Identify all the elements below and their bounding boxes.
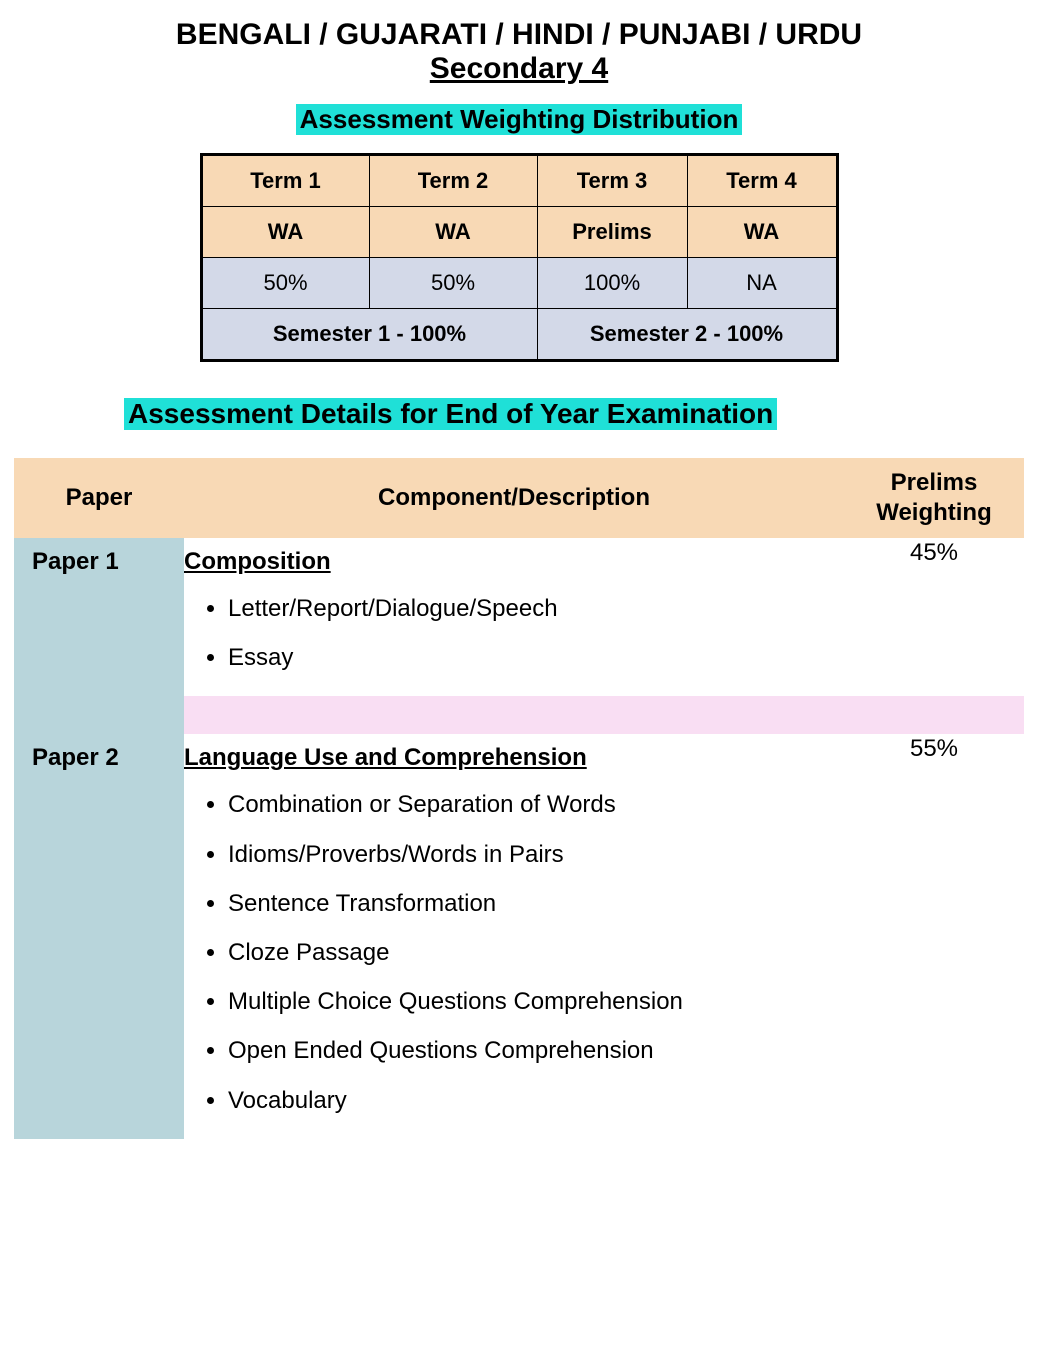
table-row: Paper 2 Language Use and Comprehension C… xyxy=(14,734,1024,1138)
semester-total: Semester 1 - 100% xyxy=(201,309,537,361)
list-item: Multiple Choice Questions Comprehension xyxy=(228,977,836,1026)
paper-weight: 55% xyxy=(844,734,1024,1138)
term-header: Term 3 xyxy=(537,155,687,207)
component-list: Letter/Report/Dialogue/Speech Essay xyxy=(184,584,836,682)
component-cell: Composition Letter/Report/Dialogue/Speec… xyxy=(184,538,844,696)
component-title: Language Use and Comprehension xyxy=(184,744,836,772)
weight-value: 50% xyxy=(201,258,369,309)
term-header: Term 2 xyxy=(369,155,537,207)
assessment-type: Prelims xyxy=(537,207,687,258)
paper-weight: 45% xyxy=(844,538,1024,696)
paper-name: Paper 2 xyxy=(14,734,184,1138)
list-item: Essay xyxy=(228,633,836,682)
assessment-type: WA xyxy=(369,207,537,258)
weight-value: 100% xyxy=(537,258,687,309)
list-item: Idioms/Proverbs/Words in Pairs xyxy=(228,830,836,879)
list-item: Vocabulary xyxy=(228,1076,836,1125)
list-item: Letter/Report/Dialogue/Speech xyxy=(228,584,836,633)
semester-total: Semester 2 - 100% xyxy=(537,309,837,361)
weighting-table: Term 1 Term 2 Term 3 Term 4 WA WA Prelim… xyxy=(200,153,839,362)
term-header: Term 4 xyxy=(687,155,837,207)
list-item: Cloze Passage xyxy=(228,928,836,977)
list-item: Open Ended Questions Comprehension xyxy=(228,1026,836,1075)
document-title: BENGALI / GUJARATI / HINDI / PUNJABI / U… xyxy=(14,18,1024,86)
title-line-1: BENGALI / GUJARATI / HINDI / PUNJABI / U… xyxy=(14,18,1024,52)
details-heading: Assessment Details for End of Year Exami… xyxy=(124,398,777,430)
weight-value: NA xyxy=(687,258,837,309)
table-row: Paper 1 Composition Letter/Report/Dialog… xyxy=(14,538,1024,696)
component-cell: Language Use and Comprehension Combinati… xyxy=(184,734,844,1138)
details-col-paper: Paper xyxy=(14,458,184,538)
assessment-type: WA xyxy=(687,207,837,258)
spacer-row xyxy=(14,696,1024,734)
details-table: Paper Component/Description Prelims Weig… xyxy=(14,458,1024,1139)
component-list: Combination or Separation of Words Idiom… xyxy=(184,780,836,1124)
list-item: Sentence Transformation xyxy=(228,879,836,928)
list-item: Combination or Separation of Words xyxy=(228,780,836,829)
weighting-heading: Assessment Weighting Distribution xyxy=(296,104,743,135)
details-col-component: Component/Description xyxy=(184,458,844,538)
component-title: Composition xyxy=(184,548,836,576)
assessment-type: WA xyxy=(201,207,369,258)
weight-value: 50% xyxy=(369,258,537,309)
term-header: Term 1 xyxy=(201,155,369,207)
details-col-weighting: Prelims Weighting xyxy=(844,458,1024,538)
title-line-2: Secondary 4 xyxy=(14,52,1024,86)
paper-name: Paper 1 xyxy=(14,538,184,696)
